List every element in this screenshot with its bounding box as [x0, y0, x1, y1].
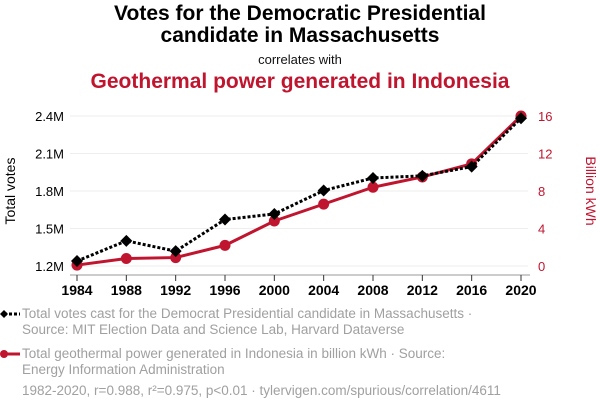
- x-tick-label: 1996: [209, 282, 240, 298]
- chart-title-line2: candidate in Massachusetts: [160, 24, 440, 47]
- footer-stats: 1982-2020, r=0.988, r²=0.975, p<0.01 · t…: [22, 383, 501, 398]
- legend-text-geothermal-line1: Total geothermal power generated in Indo…: [22, 346, 446, 361]
- grid-lines: [70, 115, 528, 267]
- data-point-votes: [317, 184, 330, 197]
- data-point-geothermal: [318, 198, 330, 210]
- chart-subtitle: correlates with: [258, 52, 342, 67]
- x-tick-label: 2020: [505, 282, 536, 298]
- y-left-tick-label: 1.5M: [35, 222, 64, 237]
- legend-text-votes-line1: Total votes cast for the Democrat Presid…: [22, 306, 473, 321]
- data-point-votes: [71, 255, 83, 268]
- y-left-tick-label: 2.4M: [35, 109, 64, 124]
- x-tick-label: 2008: [357, 282, 388, 298]
- data-point-votes: [515, 112, 527, 125]
- y-right-tick-label: 12: [538, 147, 552, 162]
- x-tick-label: 1992: [160, 282, 191, 298]
- x-tick-label: 1984: [61, 282, 92, 298]
- legend-item-geothermal: Total geothermal power generated in Indo…: [0, 346, 446, 378]
- legend-text-votes-line2: Source: MIT Election Data and Science La…: [22, 322, 405, 337]
- data-point-geothermal: [268, 215, 280, 227]
- legend-marker-solid-circle-icon: [0, 350, 20, 358]
- y-right-tick-label: 16: [538, 109, 552, 124]
- axes: 1.2M 1.5M 1.8M 2.1M 2.4M 0 4 8 12 16 1984 1988 1992 1…: [35, 109, 552, 298]
- data-point-votes: [465, 160, 478, 173]
- legend-marker-dotted-diamond-icon: [0, 310, 20, 318]
- y-left-tick-label: 1.8M: [35, 184, 64, 199]
- legend-item-votes: Total votes cast for the Democrat Presid…: [0, 306, 473, 338]
- x-tick-label: 2004: [308, 282, 339, 298]
- data-point-votes: [416, 169, 429, 182]
- y-right-tick-label: 8: [538, 184, 545, 199]
- x-tick-label: 2016: [456, 282, 487, 298]
- data-point-geothermal: [219, 239, 231, 251]
- y-left-tick-label: 1.2M: [35, 259, 64, 274]
- data-point-geothermal: [170, 252, 182, 264]
- data-point-votes: [120, 234, 133, 247]
- legend-text-geothermal-line2: Energy Information Administration: [22, 362, 225, 377]
- series-layer: [71, 110, 527, 271]
- y-right-tick-label: 4: [538, 222, 545, 237]
- series-votes-line: [76, 117, 523, 263]
- x-tick-label: 2000: [259, 282, 290, 298]
- chart-title: Votes for the Democratic Presidential ca…: [0, 3, 600, 47]
- x-tick-label: 2012: [407, 282, 438, 298]
- data-point-votes: [367, 171, 379, 184]
- data-point-geothermal: [120, 253, 132, 264]
- x-tick-label: 1988: [111, 282, 142, 298]
- y-axis-label-right: Billion kWh: [583, 156, 599, 225]
- y-left-tick-label: 2.1M: [35, 147, 64, 162]
- y-right-tick-label: 0: [538, 259, 545, 274]
- data-point-geothermal: [367, 181, 379, 193]
- data-point-votes: [268, 207, 281, 220]
- y-axis-label-left: Total votes: [2, 158, 18, 225]
- chart-title-secondary: Geothermal power generated in Indonesia: [90, 70, 510, 93]
- data-point-votes: [219, 213, 231, 226]
- data-point-votes: [169, 245, 182, 258]
- chart-title-line1: Votes for the Democratic Presidential: [114, 2, 486, 25]
